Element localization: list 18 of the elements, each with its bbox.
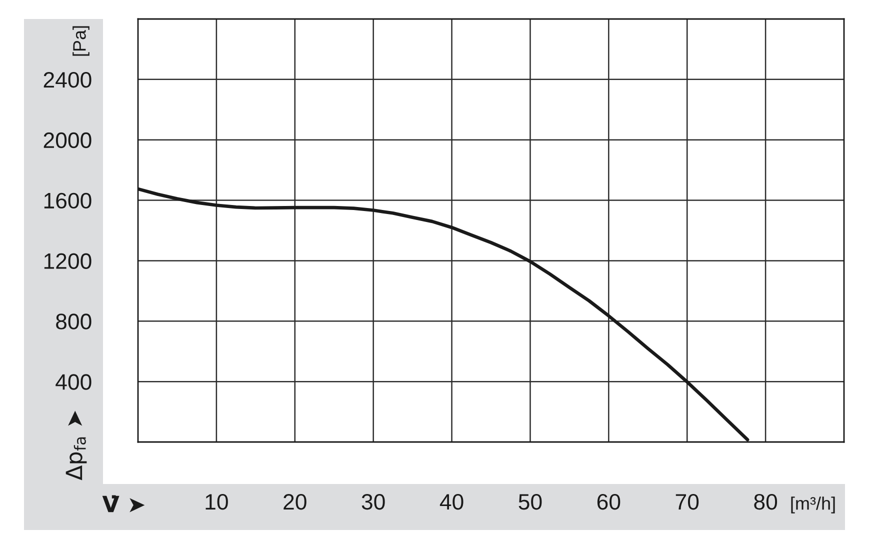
y-tick-label: 1200 — [44, 253, 92, 269]
y-tick-label: 800 — [56, 314, 92, 330]
y-tick-label: 2400 — [44, 72, 92, 88]
y-tick-label: 1600 — [44, 192, 92, 209]
x-tick-label: 50 — [518, 494, 542, 510]
x-tick-label: 80 — [754, 494, 778, 510]
x-tick-label: 70 — [676, 494, 699, 510]
text: [m³/h] — [791, 496, 835, 514]
y-tick-label: 400 — [56, 374, 92, 390]
x-tick-label: 20 — [284, 494, 306, 510]
x-tick-label: 30 — [362, 494, 385, 510]
x-axis-title: V̇ ➤ — [102, 495, 145, 512]
x-tick-label: 60 — [597, 494, 620, 510]
x-tick-label: 10 — [206, 494, 228, 510]
text: [Pa] — [72, 26, 90, 56]
y-axis-title: Δp$_{fa}$ ➤ — [66, 410, 87, 480]
x-tick-label: 40 — [440, 494, 464, 510]
y-tick-label: 2000 — [44, 132, 92, 148]
